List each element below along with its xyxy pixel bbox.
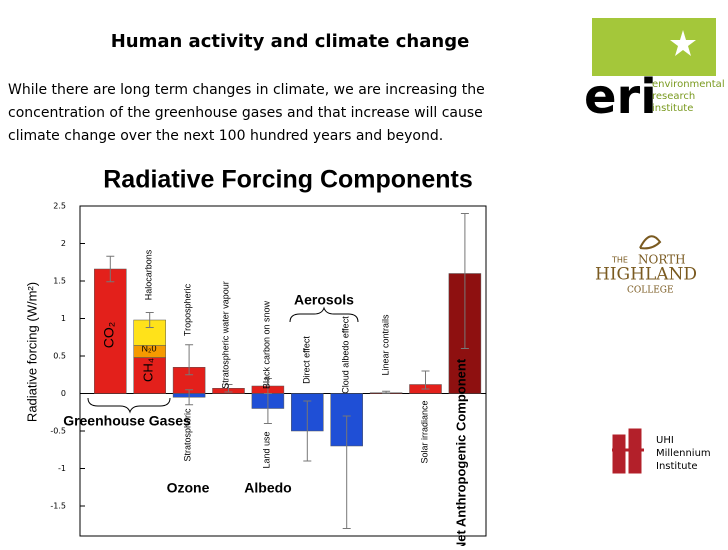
bar-label: CH₄ [140, 358, 155, 382]
body-line: While there are long term changes in cli… [8, 82, 485, 98]
error-bar [185, 389, 194, 406]
error-bar [263, 393, 272, 424]
slide-title: Human activity and climate change [111, 31, 470, 52]
logo-box [592, 18, 716, 76]
logo-text: UHI [656, 435, 674, 446]
brace [289, 306, 359, 323]
bar-label: Direct effect [301, 336, 311, 384]
y-tick-label: 0.5 [53, 352, 66, 361]
error-bar [460, 213, 469, 349]
bar-label: Stratospheric [182, 408, 192, 462]
logo-text: institute [652, 103, 693, 114]
bar-label: Halocarbons [143, 249, 153, 300]
logo-text: Millennium [656, 448, 711, 459]
logo-text: NORTH [638, 253, 686, 267]
brace [87, 397, 171, 414]
group-label: Greenhouse Gases [63, 413, 191, 429]
bar-segment [94, 268, 127, 394]
group-label: Ozone [167, 480, 210, 496]
logo-text: Institute [656, 461, 698, 472]
logo-text: THE [611, 256, 628, 265]
logo-star [670, 30, 696, 56]
bar-label: Net Anthropogenic Component [453, 358, 468, 546]
bar-label: N₂0 [142, 343, 157, 353]
error-bar [106, 255, 115, 283]
logo-text: HIGHLAND [595, 265, 697, 285]
y-tick-label: 1.5 [53, 277, 66, 286]
bar-label: Linear contrails [380, 314, 390, 376]
bar-label: Black carbon on snow [261, 300, 271, 389]
group-label: Aerosols [294, 292, 354, 308]
y-tick-label: -0.5 [50, 427, 66, 436]
plot-frame [79, 205, 487, 537]
bar-label: Land use [261, 431, 271, 468]
logo-text: environmental [652, 79, 725, 90]
bar-label: Stratospheric water vapour [220, 281, 230, 389]
logo-mark [639, 235, 662, 250]
bar-label: Tropospheric [182, 283, 192, 336]
y-tick-label: -1.5 [50, 502, 66, 511]
error-bar [145, 312, 154, 328]
logo-text: COLLEGE [627, 286, 674, 296]
error-bar [303, 400, 312, 462]
chart-title: Radiative Forcing Components [103, 166, 472, 194]
y-tick-label: 1 [61, 314, 66, 323]
y-tick-label: 2 [61, 239, 66, 248]
error-bar [342, 415, 351, 529]
error-bar [224, 384, 233, 393]
bar-label: CO₂ [101, 322, 117, 348]
bar-label: Cloud albedo effect [340, 316, 350, 394]
bar-label: Solar irradiance [419, 400, 429, 463]
bar-segment [133, 357, 166, 394]
body-line: concentration of the greenhouse gases an… [8, 105, 483, 121]
error-bar [185, 344, 194, 376]
logo-mark [612, 428, 644, 474]
error-bar [382, 390, 391, 394]
y-tick-label: 0 [61, 389, 66, 398]
body-line: climate change over the next 100 hundred… [8, 128, 443, 144]
y-tick-label: -1 [58, 464, 66, 473]
group-label: Albedo [244, 480, 291, 496]
y-tick-label: 2.5 [53, 202, 66, 211]
error-bar [421, 370, 430, 390]
y-axis-title: Radiative forcing (W/m²) [24, 282, 39, 422]
logo-text: research [652, 91, 695, 102]
logo-eri: eri [584, 69, 657, 125]
